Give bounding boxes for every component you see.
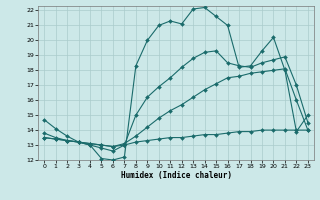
X-axis label: Humidex (Indice chaleur): Humidex (Indice chaleur) [121,171,231,180]
